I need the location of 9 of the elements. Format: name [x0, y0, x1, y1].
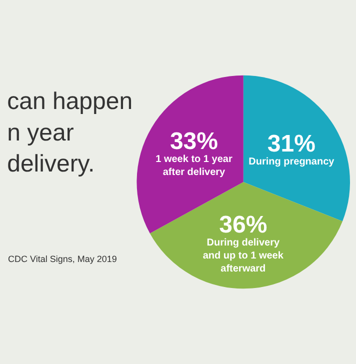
slice-label: 1 week to 1 year after delivery [156, 154, 232, 178]
slice-label: During delivery and up to 1 week afterward [202, 238, 284, 275]
text: can happen n year delivery. [7, 88, 133, 178]
text: CDC Vital Signs, May 2019 [8, 254, 117, 264]
pie-slice [150, 182, 343, 288]
data-label: 36% [219, 212, 268, 239]
data-label: 31% [267, 130, 316, 158]
slice-label: During pregnancy [248, 156, 335, 168]
data-label: 33% [170, 128, 218, 155]
